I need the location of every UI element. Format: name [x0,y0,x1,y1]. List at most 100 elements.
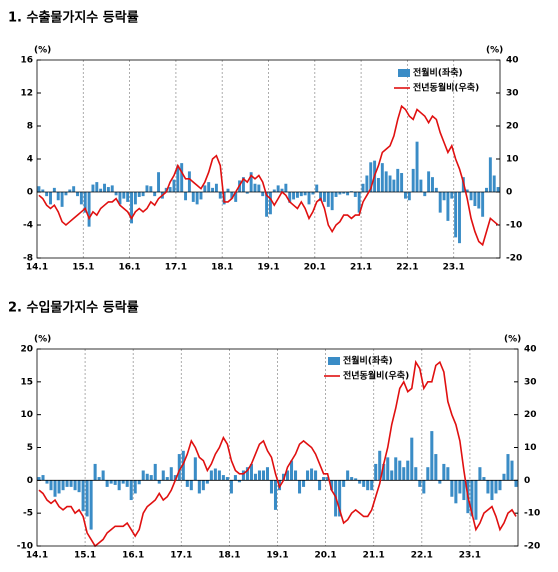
x-tick-label: 18.1 [211,263,233,273]
bar [386,457,390,481]
bar [61,480,65,491]
y2-tick-label: 30 [506,89,519,99]
bar [253,473,257,481]
bar [454,480,458,504]
bar [168,187,172,192]
bar [438,192,442,213]
bar [145,473,149,481]
bar [311,192,315,195]
bar [130,192,133,224]
bar [60,192,64,207]
bar [249,172,253,192]
x-tick-label: 22.1 [396,263,418,273]
bar [195,192,199,205]
bar [157,480,161,484]
bar [265,467,270,481]
x-tick-label: 19.1 [266,551,288,561]
bar [245,467,249,481]
bar [69,480,73,487]
bar [295,192,299,198]
bar [434,187,438,192]
y-tick-label: 4 [27,155,33,165]
bar [470,480,474,517]
bar [434,454,438,481]
y-tick-label: -4 [23,221,33,231]
bar [407,192,411,201]
bar [133,192,137,205]
x-tick-label: 16.1 [122,551,144,561]
y-tick-label: 8 [27,122,33,132]
bar [298,480,302,494]
bar [334,192,338,197]
bar [257,184,261,192]
x-tick-label: 14.1 [26,263,48,273]
x-tick-label: 23.1 [443,263,465,273]
bar [280,188,284,192]
bar [378,450,382,481]
bar [426,467,430,481]
bar [121,480,125,484]
bar [326,477,330,481]
bar [276,185,280,192]
bar [81,480,85,512]
bar [83,192,87,213]
bar [406,460,410,481]
bar [180,163,184,192]
bar [137,192,141,197]
y2-tick-label: 0 [506,188,512,198]
bar [346,192,350,196]
bar [261,192,265,197]
bar [221,475,225,481]
bar [93,463,97,481]
bar [109,480,113,484]
bar [45,480,49,484]
bar [400,173,404,192]
bar [390,470,394,481]
bar [89,480,93,530]
bar [458,192,461,244]
bar [349,191,353,192]
bar [234,192,238,202]
bar [330,480,334,491]
y2-tick-label: 40 [524,345,537,355]
bar [249,463,253,481]
bar [415,141,419,192]
bar [369,162,373,192]
bar [265,192,269,217]
bar [414,467,418,481]
bar [137,480,141,485]
legend-swatch [398,69,410,77]
bar [306,470,310,481]
bar [211,187,215,192]
bar [145,185,149,192]
bar [402,467,406,481]
bar [474,480,478,520]
bar [197,480,201,494]
bar [269,480,274,494]
bar [319,192,323,202]
bar [307,192,311,205]
bar [392,179,396,192]
bar [419,179,423,192]
bar [189,480,193,491]
bar [427,171,431,192]
bar [77,480,81,493]
bar [230,192,234,199]
bar [64,192,68,196]
bar [394,457,398,481]
x-tick-label: 23.1 [459,551,481,561]
plot-frame [36,59,501,259]
bar [199,192,203,200]
bar [261,470,265,481]
bar [85,480,89,517]
bar [149,186,153,192]
bar [106,187,110,192]
bar [114,192,118,196]
bar [498,480,502,491]
bar [514,480,518,487]
bar [303,192,307,196]
bar [68,189,72,192]
bar [149,475,153,481]
bar [141,192,145,197]
bar [49,480,53,491]
